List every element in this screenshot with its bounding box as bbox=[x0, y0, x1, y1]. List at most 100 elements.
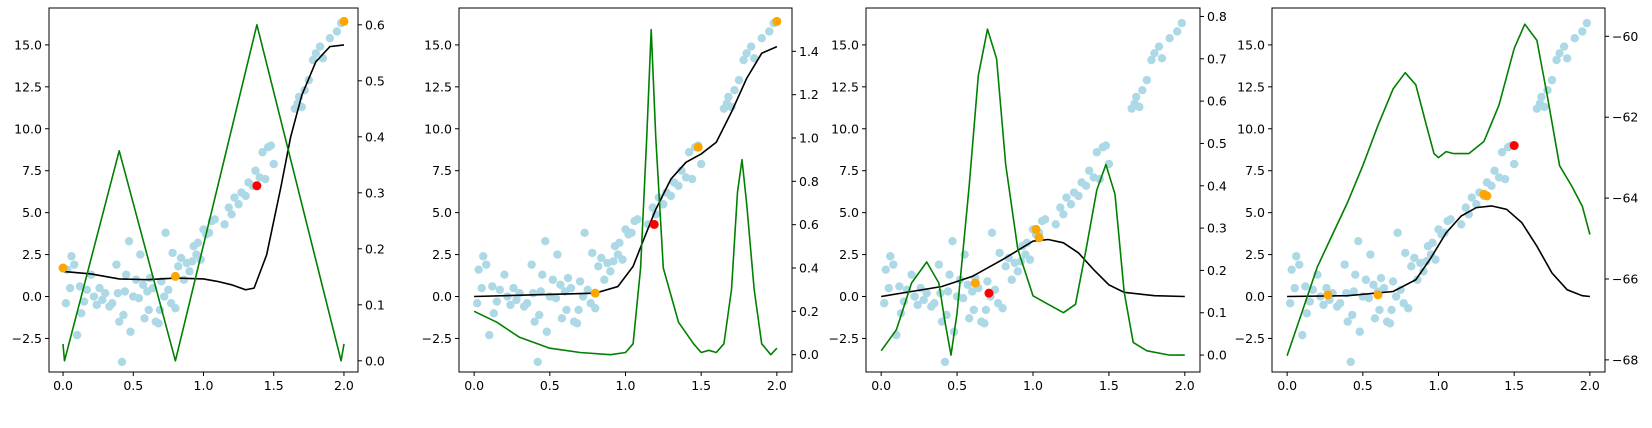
data-point bbox=[1059, 210, 1068, 219]
data-point bbox=[1393, 228, 1402, 237]
data-point bbox=[606, 267, 615, 276]
y2-tick-label: 0.4 bbox=[1207, 178, 1227, 193]
data-point bbox=[541, 236, 550, 246]
data-point bbox=[1540, 102, 1549, 112]
data-point bbox=[171, 304, 180, 313]
data-point bbox=[227, 210, 236, 219]
y-tick-label: −2.5 bbox=[12, 331, 42, 346]
data-point bbox=[1364, 293, 1374, 303]
data-point bbox=[889, 260, 898, 269]
data-point bbox=[542, 327, 551, 336]
data-point bbox=[987, 228, 997, 237]
x-tick-label: 2.0 bbox=[1580, 378, 1600, 393]
x-tick-label: 0.5 bbox=[540, 378, 560, 393]
y-tick-label: 12.5 bbox=[831, 79, 859, 94]
data-point bbox=[332, 27, 342, 36]
y2-tick-label: −66 bbox=[1612, 271, 1638, 286]
data-point bbox=[684, 148, 694, 157]
data-point bbox=[269, 159, 278, 169]
data-point bbox=[1413, 275, 1422, 284]
data-point bbox=[136, 250, 145, 259]
data-point bbox=[948, 236, 957, 246]
data-point bbox=[1025, 255, 1035, 264]
scatter-series bbox=[880, 18, 1186, 367]
y-tick-label: 0.0 bbox=[1245, 289, 1265, 304]
y2-tick-label: 0.8 bbox=[1207, 9, 1227, 24]
data-point bbox=[479, 252, 488, 261]
mean-curve bbox=[1287, 205, 1590, 298]
data-point bbox=[164, 285, 173, 295]
data-point bbox=[512, 295, 521, 305]
data-point bbox=[746, 42, 756, 51]
y2-tick-label: 0.5 bbox=[365, 73, 385, 88]
scatter-series bbox=[1285, 18, 1592, 367]
data-point bbox=[495, 285, 505, 295]
data-point bbox=[315, 42, 325, 51]
y2-tick-label: 0.8 bbox=[799, 174, 819, 189]
data-point bbox=[1132, 92, 1141, 102]
data-point bbox=[1319, 300, 1328, 310]
data-point bbox=[530, 317, 539, 326]
data-point bbox=[1142, 75, 1152, 85]
data-point bbox=[234, 200, 243, 209]
selected-point bbox=[1034, 233, 1044, 243]
data-point bbox=[1582, 18, 1592, 28]
data-point bbox=[1013, 267, 1023, 276]
data-point bbox=[969, 305, 978, 315]
y2-tick-label: −68 bbox=[1612, 352, 1638, 367]
data-point bbox=[940, 357, 950, 367]
x-tick-label: 0.5 bbox=[123, 378, 143, 393]
selected-point bbox=[693, 142, 703, 152]
selected-point bbox=[1373, 290, 1383, 300]
data-point bbox=[1391, 292, 1401, 301]
data-point bbox=[1500, 174, 1510, 184]
data-point bbox=[1346, 357, 1355, 367]
data-point bbox=[188, 257, 197, 266]
x-tick-label: 1.0 bbox=[1023, 378, 1043, 393]
data-point bbox=[144, 305, 153, 315]
x-tick-label: 2.0 bbox=[767, 378, 787, 393]
data-point bbox=[261, 174, 270, 184]
acquisition-curve bbox=[880, 28, 1185, 356]
data-point bbox=[1552, 55, 1561, 65]
y2-tick-label: 0.0 bbox=[1207, 348, 1227, 363]
data-point bbox=[1497, 148, 1507, 157]
y-tick-label: 15.0 bbox=[424, 37, 452, 52]
data-point bbox=[1355, 327, 1364, 336]
data-point bbox=[895, 282, 904, 291]
data-point bbox=[1369, 280, 1378, 289]
data-point bbox=[934, 260, 944, 269]
selected-point bbox=[970, 278, 980, 288]
data-point bbox=[472, 299, 482, 308]
data-point bbox=[980, 319, 989, 328]
data-point bbox=[61, 299, 71, 308]
data-point bbox=[1457, 220, 1466, 229]
data-point bbox=[1165, 33, 1174, 43]
current-point bbox=[1509, 141, 1519, 151]
data-point bbox=[1040, 215, 1050, 224]
data-point bbox=[1092, 148, 1101, 157]
x-tick-label: 1.5 bbox=[264, 378, 284, 393]
data-point bbox=[1375, 305, 1384, 315]
selected-point bbox=[170, 271, 180, 281]
selected-point bbox=[772, 16, 782, 26]
data-point bbox=[1547, 75, 1557, 85]
data-point bbox=[574, 305, 583, 315]
x-tick-label: 0.5 bbox=[1353, 378, 1373, 393]
data-point bbox=[551, 293, 561, 303]
data-point bbox=[734, 75, 744, 85]
x-tick-label: 0.0 bbox=[53, 378, 73, 393]
data-point bbox=[159, 292, 169, 301]
data-point bbox=[1066, 200, 1076, 209]
data-point bbox=[742, 49, 751, 58]
data-point bbox=[1376, 273, 1386, 283]
data-point bbox=[594, 262, 603, 271]
data-point bbox=[174, 262, 183, 271]
x-tick-label: 0.0 bbox=[1277, 378, 1297, 393]
scatter-series bbox=[61, 18, 346, 367]
y-tick-label: 15.0 bbox=[1237, 37, 1265, 52]
data-point bbox=[1354, 236, 1363, 246]
x-tick-label: 0.0 bbox=[871, 378, 891, 393]
data-point bbox=[230, 193, 239, 202]
subplot-1: 0.0 0.5 1.0 1.5 2.0 −2.5 0.0 2.5 5.0 7.5 10.0 12.5 1… bbox=[12, 7, 385, 393]
